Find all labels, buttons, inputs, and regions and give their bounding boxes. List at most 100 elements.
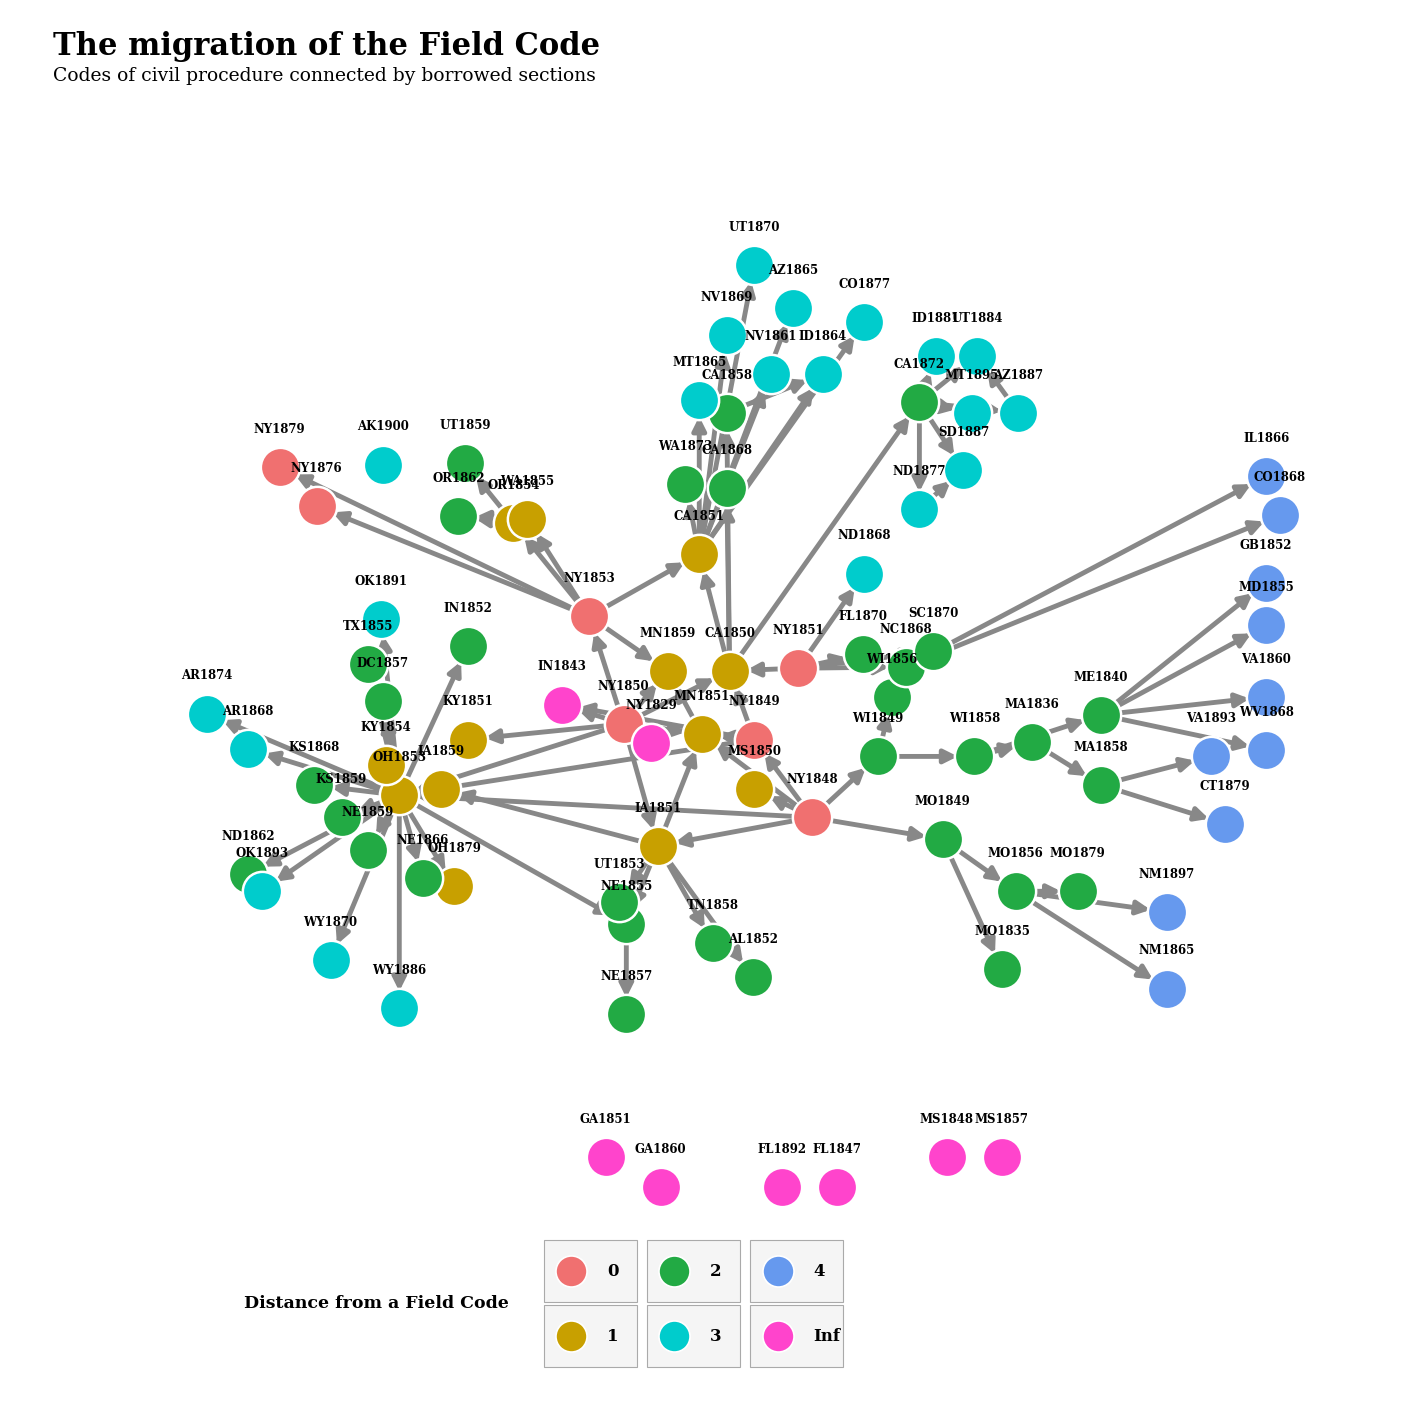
Point: [788, 658, 810, 680]
Point: [371, 607, 393, 629]
Point: [908, 391, 931, 414]
Point: [237, 737, 260, 760]
Text: WY1886: WY1886: [372, 965, 427, 977]
Point: [663, 1325, 685, 1347]
Text: MO1856: MO1856: [988, 847, 1043, 861]
Point: [782, 296, 804, 318]
Text: 4: 4: [813, 1263, 826, 1280]
Point: [237, 864, 260, 886]
Text: MA1836: MA1836: [1005, 698, 1060, 711]
Point: [880, 686, 903, 708]
Text: NE1857: NE1857: [600, 970, 653, 983]
Text: DC1857: DC1857: [357, 656, 409, 670]
Text: FL1847: FL1847: [813, 1143, 861, 1155]
Point: [852, 642, 875, 665]
Text: CA1858: CA1858: [701, 369, 753, 381]
Text: MS1857: MS1857: [974, 1113, 1029, 1126]
Point: [388, 997, 410, 1019]
Text: TX1855: TX1855: [343, 620, 393, 634]
Text: 3: 3: [710, 1328, 722, 1345]
Text: NV1869: NV1869: [701, 290, 753, 304]
Text: WI1849: WI1849: [852, 712, 904, 725]
Bar: [647, 1305, 740, 1367]
Point: [812, 363, 834, 386]
Point: [922, 641, 945, 663]
Point: [1004, 880, 1026, 903]
Text: OK1893: OK1893: [234, 847, 288, 861]
Point: [767, 1325, 789, 1347]
Text: AK1900: AK1900: [357, 421, 409, 433]
Text: IA1859: IA1859: [417, 744, 465, 757]
Point: [560, 1325, 583, 1347]
Text: VA1860: VA1860: [1241, 653, 1292, 666]
Text: NY1876: NY1876: [291, 463, 343, 475]
Point: [517, 508, 539, 530]
Text: MS1848: MS1848: [920, 1113, 974, 1126]
Point: [388, 784, 410, 806]
Text: GB1852: GB1852: [1240, 538, 1292, 551]
Text: FL1870: FL1870: [838, 610, 887, 622]
Text: WY1870: WY1870: [303, 916, 358, 930]
Point: [594, 1145, 616, 1168]
Point: [963, 746, 986, 768]
Text: ME1840: ME1840: [1074, 670, 1129, 684]
Point: [578, 606, 601, 628]
Point: [357, 653, 379, 676]
Point: [688, 388, 710, 411]
Point: [1067, 880, 1090, 903]
Text: OH1879: OH1879: [427, 843, 482, 855]
Text: MA1858: MA1858: [1074, 740, 1129, 754]
Point: [608, 890, 630, 913]
Point: [250, 880, 272, 903]
Text: 0: 0: [607, 1263, 619, 1280]
Point: [1007, 401, 1029, 423]
Point: [357, 838, 379, 861]
Point: [1255, 686, 1278, 708]
Point: [560, 1260, 583, 1283]
Point: [932, 829, 955, 851]
Text: NY1829: NY1829: [625, 700, 677, 712]
Point: [319, 949, 341, 972]
Text: NY1850: NY1850: [598, 680, 650, 693]
Text: NY1853: NY1853: [563, 572, 615, 585]
Text: IL1866: IL1866: [1243, 432, 1289, 446]
Text: AR1868: AR1868: [222, 705, 274, 718]
Point: [372, 690, 395, 712]
Point: [716, 401, 739, 423]
Point: [456, 729, 479, 751]
Text: NE1859: NE1859: [341, 806, 393, 819]
Text: NE1866: NE1866: [396, 834, 449, 847]
Text: MO1879: MO1879: [1050, 847, 1105, 861]
Point: [550, 694, 573, 716]
Point: [925, 345, 948, 367]
Point: [1090, 774, 1112, 796]
Text: MD1855: MD1855: [1238, 582, 1294, 594]
Point: [743, 254, 765, 276]
Point: [960, 401, 983, 423]
Point: [826, 1176, 848, 1199]
Text: GA1851: GA1851: [580, 1113, 632, 1126]
Point: [991, 1145, 1014, 1168]
Text: AZ1865: AZ1865: [768, 264, 819, 276]
Bar: [750, 1305, 842, 1367]
Point: [444, 875, 466, 897]
Point: [991, 958, 1014, 980]
Point: [640, 732, 663, 754]
Point: [691, 723, 713, 746]
Text: UT1870: UT1870: [729, 220, 781, 234]
Text: NC1868: NC1868: [879, 622, 932, 635]
Text: Inf: Inf: [813, 1328, 841, 1345]
Point: [894, 656, 917, 679]
Point: [411, 866, 434, 889]
Point: [1255, 614, 1278, 637]
Point: [1255, 572, 1278, 594]
Point: [448, 505, 470, 527]
Point: [800, 806, 823, 829]
Point: [674, 472, 696, 495]
Text: MT1865: MT1865: [673, 356, 726, 369]
Text: AR1874: AR1874: [181, 670, 232, 683]
Point: [760, 363, 782, 386]
Text: NY1851: NY1851: [772, 624, 824, 637]
Text: CA1872: CA1872: [894, 359, 945, 372]
Text: NY1849: NY1849: [729, 695, 781, 708]
